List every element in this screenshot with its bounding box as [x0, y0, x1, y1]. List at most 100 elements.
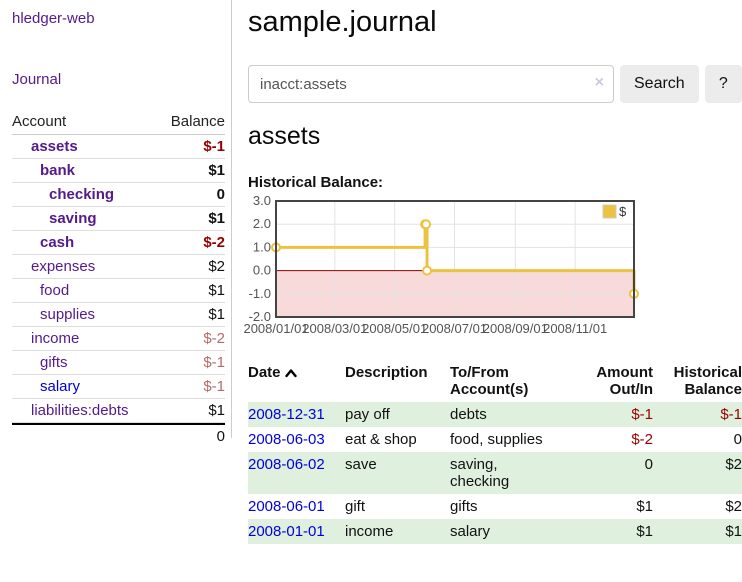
total-balance: 0 — [216, 428, 225, 445]
account-link[interactable]: food — [40, 282, 70, 299]
sidebar-divider — [231, 0, 232, 438]
transaction-balance: $2 — [725, 456, 742, 473]
transaction-date-link[interactable]: 2008-06-01 — [248, 498, 325, 515]
sidebar: hledger-web Journal Account Balance asse… — [0, 0, 231, 448]
account-link[interactable]: saving — [49, 210, 97, 227]
search-button[interactable]: Search — [620, 65, 699, 103]
x-axis-tick-label: 2008/05/01 — [362, 321, 427, 336]
sidebar-item-journal[interactable]: Journal — [12, 71, 62, 88]
column-header-date[interactable]: Date — [248, 362, 345, 402]
account-balance: $-1 — [203, 138, 225, 155]
app-title-link[interactable]: hledger-web — [12, 10, 95, 27]
account-link[interactable]: gifts — [40, 354, 68, 371]
transaction-amount: $-1 — [631, 406, 653, 423]
y-axis-tick-label: 0.0 — [253, 263, 271, 278]
transaction-date-link[interactable]: 2008-12-31 — [248, 406, 325, 423]
chart-title: Historical Balance: — [248, 174, 384, 191]
transaction-date-link[interactable]: 2008-06-02 — [248, 456, 325, 473]
transaction-row[interactable]: 2008-06-01 gift gifts $1 $2 — [248, 494, 742, 519]
page-title: sample.journal — [248, 6, 437, 38]
x-axis-tick-label: 2008/07/01 — [422, 321, 487, 336]
transaction-description: pay off — [345, 406, 390, 423]
column-header-description: Description — [345, 364, 428, 381]
transaction-row[interactable]: 2008-06-03 eat & shop food, supplies $-2 0 — [248, 427, 742, 452]
y-axis-tick-label: -1.0 — [249, 286, 271, 301]
sidebar-account-row: saving $1 — [12, 207, 225, 231]
transaction-date-link[interactable]: 2008-01-01 — [248, 523, 325, 540]
account-table-header: Account Balance — [12, 110, 225, 135]
account-balance: $1 — [208, 210, 225, 227]
transaction-accounts: saving, checking — [450, 456, 510, 490]
historical-balance-chart: 3.0 2.0 1.0 0.0 -1.0 -2.0 $2008/01/01 2008/03/0… — [243, 193, 640, 346]
register-header-row: Date Description To/From Account(s) Amount Ou… — [248, 362, 742, 402]
transaction-row[interactable]: 2008-01-01 income salary $1 $1 — [248, 519, 742, 544]
sidebar-account-row: income $-2 — [12, 327, 225, 351]
account-column-header: Account — [12, 113, 67, 130]
transaction-description: save — [345, 456, 377, 473]
help-button[interactable]: ? — [704, 65, 742, 103]
clear-search-icon[interactable]: × — [594, 74, 604, 91]
transaction-accounts: debts — [450, 406, 487, 423]
sidebar-account-row: supplies $1 — [12, 303, 225, 327]
transaction-amount: 0 — [644, 456, 653, 473]
column-header-amount-out-in: Amount Out/In — [596, 364, 653, 398]
search-bar: × Search ? — [248, 65, 742, 103]
account-link[interactable]: bank — [40, 162, 76, 179]
account-heading: assets — [248, 122, 321, 150]
x-axis-tick-label: 2008/01/01 — [243, 321, 308, 336]
column-header-to-from-account-s-: To/From Account(s) — [450, 364, 529, 398]
transaction-date-link[interactable]: 2008-06-03 — [248, 431, 325, 448]
account-balance: $-1 — [203, 378, 225, 395]
transaction-accounts: salary — [450, 523, 491, 540]
transaction-balance: 0 — [733, 431, 742, 448]
account-balance: 0 — [216, 186, 225, 203]
sidebar-account-row: expenses $2 — [12, 255, 225, 279]
account-link[interactable]: cash — [40, 234, 75, 251]
data-point-marker — [422, 265, 433, 276]
sidebar-account-row: liabilities:debts $1 — [12, 399, 225, 423]
sidebar-account-row: gifts $-1 — [12, 351, 225, 375]
transaction-amount: $1 — [636, 498, 653, 515]
account-balance: $1 — [208, 282, 225, 299]
transaction-balance: $-1 — [720, 406, 742, 423]
sidebar-account-row: food $1 — [12, 279, 225, 303]
chart-canvas: 3.0 2.0 1.0 0.0 -1.0 -2.0 $2008/01/012008/03/0… — [243, 193, 639, 336]
account-link[interactable]: supplies — [40, 306, 96, 323]
y-axis-tick-label: 2.0 — [253, 216, 271, 231]
account-total-row: 0 — [12, 423, 225, 448]
transaction-amount: $-2 — [631, 431, 653, 448]
account-link[interactable]: salary — [40, 378, 81, 395]
sidebar-account-row: bank $1 — [12, 159, 225, 183]
account-balance-table: Account Balance assets $-1 bank $1 checking 0… — [12, 110, 225, 448]
y-axis-tick-label: 1.0 — [253, 239, 271, 254]
column-header-historical-balance: Historical Balance — [673, 364, 742, 398]
search-input[interactable] — [248, 65, 614, 103]
account-balance: $1 — [208, 306, 225, 323]
sidebar-account-row: assets $-1 — [12, 135, 225, 159]
transaction-balance: $2 — [725, 498, 742, 515]
sidebar-account-row: salary $-1 — [12, 375, 225, 399]
y-axis-tick-label: -2.0 — [249, 309, 271, 324]
account-balance: $-2 — [203, 234, 225, 251]
account-link[interactable]: expenses — [31, 258, 96, 275]
transaction-row[interactable]: 2008-12-31 pay off debts $-1 $-1 — [248, 402, 742, 427]
x-axis-tick-label: 2008/09/01 — [483, 321, 548, 336]
transaction-accounts: gifts — [450, 498, 478, 515]
sort-asc-icon — [284, 369, 297, 378]
legend-swatch — [602, 204, 617, 219]
account-balance: $1 — [208, 162, 225, 179]
account-link[interactable]: checking — [49, 186, 115, 203]
transaction-accounts: food, supplies — [450, 431, 543, 448]
account-balance: $1 — [208, 402, 225, 419]
account-link[interactable]: liabilities:debts — [31, 402, 129, 419]
account-balance: $2 — [208, 258, 225, 275]
sidebar-account-row: cash $-2 — [12, 231, 225, 255]
transaction-row[interactable]: 2008-06-02 save saving, checking 0 $2 — [248, 452, 742, 494]
sidebar-account-row: checking 0 — [12, 183, 225, 207]
account-link[interactable]: assets — [31, 138, 78, 155]
account-balance: $-2 — [203, 330, 225, 347]
y-axis-tick-label: 3.0 — [253, 193, 271, 208]
transaction-description: gift — [345, 498, 366, 515]
transaction-amount: $1 — [636, 523, 653, 540]
account-link[interactable]: income — [31, 330, 80, 347]
